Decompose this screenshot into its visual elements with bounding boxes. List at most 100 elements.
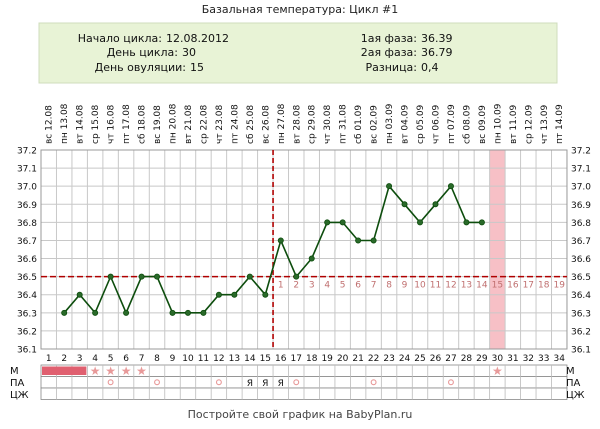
circle-marker-icon: [107, 379, 114, 386]
pa-letter-marker: Я: [262, 379, 268, 389]
post-ovulation-day-label: 2: [293, 281, 299, 291]
day-number-label: 17: [291, 354, 302, 364]
post-ovulation-day-label: 14: [476, 281, 488, 291]
date-header-label: сб 08.09: [462, 105, 472, 144]
temperature-point: [184, 309, 191, 316]
y-tick-label: 36.1: [571, 346, 591, 356]
post-ovulation-day-label: 7: [371, 281, 377, 291]
row-label-cm-right: ЦЖ: [566, 390, 585, 401]
date-header-label: ср 29.08: [308, 104, 318, 144]
y-tick-label: 36.5: [17, 273, 37, 283]
chart-title: Базальная температура: Цикл #1: [202, 3, 399, 16]
date-header-label: вс 19.08: [153, 105, 163, 144]
phase1-label: 1ая фаза:: [361, 32, 417, 45]
date-header-label: вт 21.08: [184, 105, 194, 144]
post-ovulation-day-label: 17: [523, 281, 534, 291]
difference-value: 0,4: [421, 61, 439, 74]
ovulation-day-value: 15: [190, 61, 204, 74]
date-header-label: пт 24.08: [230, 104, 240, 144]
plot-area: 1 2 3 4 5 6 7 8 9 10 11 12 13 14 15 16 17 18 19: [40, 149, 568, 350]
date-header-label: чт 30.08: [323, 105, 333, 144]
y-tick-label: 36.7: [17, 237, 37, 247]
post-ovulation-day-label: 18: [538, 281, 550, 291]
date-header-label: вс 12.08: [45, 105, 55, 144]
footer-link[interactable]: Постройте свой график на BabyPlan.ru: [188, 408, 413, 421]
circle-marker-icon: [448, 379, 454, 386]
star-icon: ★: [105, 364, 116, 378]
y-tick-label: 36.4: [17, 291, 37, 301]
post-ovulation-day-label: 16: [507, 281, 519, 291]
temperature-point: [215, 291, 222, 298]
date-header-label: чт 16.08: [107, 105, 117, 144]
temperature-point: [169, 309, 176, 316]
circle-marker-icon: [293, 379, 300, 386]
day-number-label: 14: [244, 354, 256, 364]
y-tick-label: 36.9: [571, 201, 591, 211]
date-header-label: вт 28.08: [292, 105, 302, 144]
post-ovulation-day-label: 1: [278, 281, 284, 291]
y-tick-label: 37.1: [17, 165, 37, 175]
date-header-label: пн 20.08: [168, 103, 178, 144]
date-header-label: пт 17.08: [122, 104, 132, 144]
day-number-label: 31: [507, 354, 518, 364]
menses-bar: [42, 366, 87, 375]
date-header-label: пт 07.09: [447, 104, 457, 144]
date-header-label: чт 23.08: [215, 105, 225, 144]
y-tick-label: 36.4: [571, 291, 591, 301]
temperature-point: [231, 291, 238, 298]
day-number-label: 13: [229, 354, 240, 364]
temperature-point: [262, 291, 269, 298]
start-label: Начало цикла:: [78, 32, 162, 45]
info-panel: Начало цикла: 12.08.2012 День цикла: 30 …: [38, 22, 558, 84]
post-ovulation-day-label: 12: [445, 281, 456, 291]
phase1-value: 36.39: [421, 32, 453, 45]
post-ovulation-day-label: 10: [414, 281, 426, 291]
temperature-point: [61, 309, 68, 316]
temperature-point: [138, 273, 145, 280]
day-number-label: 7: [139, 354, 145, 364]
day-number-label: 9: [170, 354, 176, 364]
y-axis-left: 36.1 36.2 36.3 36.4 36.5 36.6 36.7 36.8 36.9 37.0…: [17, 147, 37, 356]
day-number-label: 30: [492, 354, 504, 364]
y-tick-label: 37.0: [17, 183, 37, 193]
difference-label: Разница:: [366, 61, 418, 74]
post-ovulation-day-label: 6: [355, 281, 361, 291]
day-number-label: 12: [213, 354, 224, 364]
pa-letter-marker: Я: [278, 379, 284, 389]
pa-letter-marker: Я: [247, 379, 253, 389]
y-tick-label: 36.6: [17, 255, 37, 265]
row-label-cm-left: ЦЖ: [10, 390, 29, 401]
day-number-label: 23: [383, 354, 394, 364]
temperature-point: [154, 273, 161, 280]
day-number-label: 32: [523, 354, 534, 364]
star-icon: ★: [121, 364, 132, 378]
temperature-line: [63, 184, 482, 315]
day-number-label: 25: [414, 354, 425, 364]
date-header-label: вт 11.09: [509, 105, 519, 144]
date-header-label: вс 26.08: [261, 105, 271, 144]
date-header-label: чт 06.09: [431, 105, 441, 144]
temperature-point: [370, 237, 377, 244]
date-header-label: вс 09.09: [478, 105, 488, 144]
date-header-label: пн 27.08: [277, 103, 287, 144]
temperature-point: [463, 219, 470, 226]
temperature-point: [401, 201, 408, 208]
temperature-point: [324, 219, 331, 226]
y-axis-right: 36.1 36.2 36.3 36.4 36.5 36.6 36.7 36.8 36.9 37.0…: [571, 147, 591, 356]
day-number-label: 2: [61, 354, 67, 364]
y-tick-label: 36.8: [571, 219, 591, 229]
y-tick-label: 36.1: [17, 346, 37, 356]
day-number-axis: 1 2 3 4 5 6 7 8 9 10 11 12 13 14 15 16 17 18 19 20 21 22 23 24 2…: [46, 354, 565, 364]
day-number-label: 3: [77, 354, 83, 364]
day-number-label: 34: [554, 354, 566, 364]
temperature-point: [432, 201, 439, 208]
date-header-label: вт 14.08: [76, 105, 86, 144]
cycle-day-label: День цикла:: [107, 46, 178, 59]
phase2-label: 2ая фаза:: [361, 46, 417, 59]
post-ovulation-day-label: 8: [386, 281, 392, 291]
highlight-day-column: [489, 150, 506, 349]
star-icon: ★: [492, 364, 503, 378]
y-tick-label: 37.0: [571, 183, 591, 193]
temperature-point: [76, 291, 83, 298]
date-header-label: ср 22.08: [199, 104, 209, 144]
